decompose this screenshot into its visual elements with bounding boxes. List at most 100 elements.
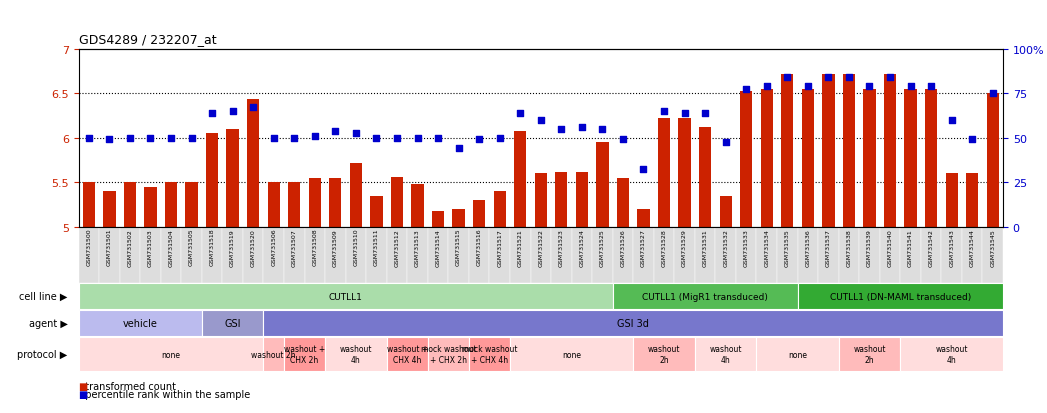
Text: protocol ▶: protocol ▶ [17, 349, 67, 359]
Text: none: none [161, 350, 180, 358]
Point [553, 126, 570, 133]
Text: GSM731503: GSM731503 [148, 228, 153, 266]
Bar [305, 227, 325, 283]
Bar [596, 143, 608, 227]
Bar [802, 90, 814, 227]
Bar [941, 227, 962, 283]
Bar [288, 183, 300, 227]
Bar [905, 90, 917, 227]
Bar [966, 174, 978, 227]
Point [512, 110, 529, 117]
Bar [284, 227, 305, 283]
Text: GSM731535: GSM731535 [785, 228, 789, 266]
Point [369, 135, 385, 142]
Text: GSM731523: GSM731523 [559, 228, 564, 266]
Point [429, 135, 446, 142]
Bar [181, 227, 202, 283]
Bar [531, 227, 551, 283]
Bar [185, 183, 198, 227]
Bar [119, 227, 140, 283]
Text: mock washout
+ CHX 4h: mock washout + CHX 4h [462, 344, 517, 364]
Point [943, 117, 960, 124]
Bar [757, 338, 839, 370]
Bar [798, 284, 1003, 309]
Point [388, 135, 405, 142]
Text: GSM731507: GSM731507 [292, 228, 296, 266]
Bar [822, 74, 834, 227]
Text: GSM731520: GSM731520 [250, 228, 255, 266]
Bar [757, 227, 777, 283]
Text: GSM731522: GSM731522 [538, 228, 543, 266]
Text: GSM731538: GSM731538 [846, 228, 851, 266]
Bar [489, 227, 510, 283]
Point [409, 135, 426, 142]
Point [841, 75, 857, 81]
Bar [329, 178, 341, 227]
Bar [612, 284, 798, 309]
Text: CUTLL1 (MigR1 transduced): CUTLL1 (MigR1 transduced) [642, 292, 768, 301]
Text: GSI: GSI [224, 318, 241, 328]
Bar [864, 90, 875, 227]
Text: GSM731542: GSM731542 [929, 228, 934, 266]
Bar [407, 227, 428, 283]
Point [286, 135, 303, 142]
Point [636, 166, 652, 173]
Text: GSM731516: GSM731516 [476, 228, 482, 266]
Text: washout
2h: washout 2h [853, 344, 886, 364]
Point [820, 75, 837, 81]
Text: GSM731531: GSM731531 [703, 228, 708, 266]
Point [183, 135, 200, 142]
Bar [202, 227, 222, 283]
Bar [104, 192, 115, 227]
Bar [945, 174, 958, 227]
Point [758, 83, 775, 90]
Point [265, 135, 282, 142]
Bar [202, 311, 264, 336]
Bar [638, 209, 649, 227]
Bar [222, 227, 243, 283]
Bar [843, 74, 855, 227]
Bar [962, 227, 982, 283]
Bar [715, 227, 736, 283]
Point [101, 137, 117, 143]
Text: washout
4h: washout 4h [935, 344, 967, 364]
Text: GSM731500: GSM731500 [86, 228, 91, 266]
Text: GSM731524: GSM731524 [579, 228, 584, 266]
Bar [736, 227, 757, 283]
Point [594, 126, 610, 133]
Point [245, 104, 262, 111]
Bar [346, 227, 366, 283]
Text: washout
2h: washout 2h [648, 344, 681, 364]
Text: GSI 3d: GSI 3d [618, 318, 649, 328]
Text: GSM731528: GSM731528 [662, 228, 667, 266]
Bar [83, 183, 95, 227]
Point [204, 110, 221, 117]
Text: GSM731504: GSM731504 [169, 228, 174, 266]
Text: GSM731540: GSM731540 [888, 228, 892, 266]
Point [142, 135, 159, 142]
Bar [268, 183, 280, 227]
Point [655, 108, 672, 115]
Bar [612, 227, 633, 283]
Point [984, 90, 1001, 97]
Text: washout 2h: washout 2h [251, 350, 296, 358]
Point [800, 83, 817, 90]
Text: GSM731527: GSM731527 [641, 228, 646, 266]
Bar [798, 227, 818, 283]
Bar [469, 338, 510, 370]
Bar [469, 227, 489, 283]
Text: CUTLL1 (DN-MAML transduced): CUTLL1 (DN-MAML transduced) [829, 292, 971, 301]
Text: vehicle: vehicle [122, 318, 158, 328]
Text: GSM731532: GSM731532 [723, 228, 728, 266]
Bar [633, 227, 653, 283]
Bar [247, 100, 260, 227]
Point [224, 108, 241, 115]
Bar [925, 90, 937, 227]
Text: washout +
CHX 2h: washout + CHX 2h [284, 344, 326, 364]
Text: GSM731529: GSM731529 [682, 228, 687, 266]
Bar [593, 227, 612, 283]
Bar [164, 183, 177, 227]
Text: GSM731545: GSM731545 [990, 228, 996, 266]
Bar [79, 284, 612, 309]
Bar [79, 338, 264, 370]
